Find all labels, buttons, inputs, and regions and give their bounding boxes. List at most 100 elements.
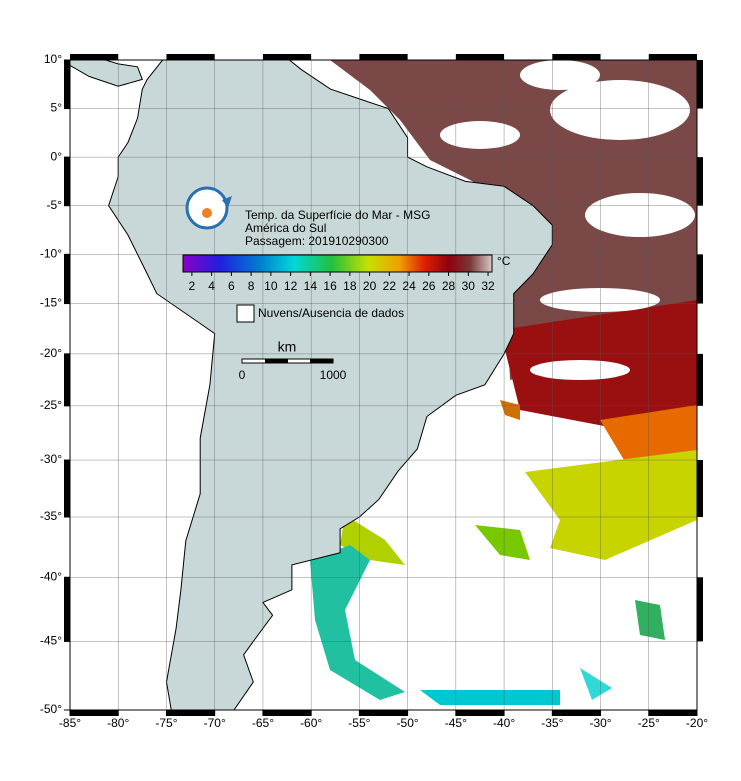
- y-tick-label: -15°: [40, 296, 62, 310]
- frame-bar: [70, 710, 119, 716]
- frame-bar: [648, 54, 697, 60]
- cloud: [530, 360, 630, 380]
- colorbar-tick-label: 16: [323, 279, 337, 293]
- frame-bar: [262, 710, 312, 716]
- colorbar-tick-label: 4: [208, 279, 215, 293]
- frame-bar: [455, 54, 505, 60]
- scale-label: 0: [239, 368, 246, 382]
- frame-bar: [64, 157, 70, 206]
- frame-bar: [64, 60, 70, 109]
- frame-bar: [697, 254, 703, 304]
- frame-bar: [359, 710, 408, 716]
- sst-green-patch: [475, 525, 530, 560]
- frame-bar: [697, 460, 703, 517]
- frame-bar: [359, 54, 408, 60]
- y-tick-label: -25°: [40, 398, 62, 412]
- frame-bar: [64, 254, 70, 304]
- y-tick-label: -10°: [40, 247, 62, 261]
- x-tick-label: -60°: [300, 716, 322, 730]
- colorbar-tick-label: 28: [442, 279, 456, 293]
- y-tick-label: 10°: [44, 52, 62, 66]
- logo-dot: [202, 208, 212, 218]
- frame-bar: [64, 460, 70, 517]
- colorbar-tick-label: 6: [228, 279, 235, 293]
- x-tick-label: -65°: [252, 716, 274, 730]
- sst-cyan-south: [310, 545, 405, 700]
- scale-unit: km: [278, 339, 297, 355]
- x-tick-label: -50°: [397, 716, 419, 730]
- sst-cyan-south: [420, 690, 560, 705]
- colorbar-tick-label: 2: [189, 279, 196, 293]
- frame-bar: [64, 577, 70, 642]
- sst-cyan-patch: [580, 668, 612, 700]
- colorbar-tick-label: 12: [284, 279, 298, 293]
- y-tick-label: -40°: [40, 569, 62, 583]
- sst-yellow: [525, 450, 697, 560]
- frame-bar: [70, 54, 119, 60]
- frame-bar: [552, 710, 601, 716]
- title-line: América do Sul: [245, 221, 326, 235]
- x-tick-label: -35°: [541, 716, 563, 730]
- y-tick-label: 5°: [51, 101, 63, 115]
- cloud: [440, 121, 520, 149]
- frame-bar: [648, 710, 697, 716]
- x-tick-label: -30°: [589, 716, 611, 730]
- colorbar-tick-label: 24: [402, 279, 416, 293]
- frame-bar: [552, 54, 601, 60]
- x-tick-label: -20°: [686, 716, 708, 730]
- x-tick-label: -80°: [107, 716, 129, 730]
- sst-patch: [500, 400, 520, 420]
- colorbar-tick-label: 30: [462, 279, 476, 293]
- cloud: [540, 288, 660, 312]
- cloud: [520, 60, 600, 90]
- colorbar-tick-label: 22: [383, 279, 397, 293]
- frame-bar: [166, 54, 215, 60]
- y-tick-label: -50°: [40, 702, 62, 716]
- y-tick-label: -5°: [47, 198, 63, 212]
- scale-bar-segment: [310, 359, 333, 363]
- colorbar-tick-label: 20: [363, 279, 377, 293]
- frame-bar: [697, 577, 703, 642]
- frame-bar: [697, 157, 703, 206]
- colorbar-tick-label: 18: [343, 279, 357, 293]
- colorbar: [182, 254, 493, 273]
- axis-ticks: -85° -80° -75° -70° -65° -60° -55° -50° -45° -40°…: [40, 52, 708, 730]
- y-tick-label: -30°: [40, 452, 62, 466]
- y-tick-label: -20°: [40, 346, 62, 360]
- frame-bar: [697, 60, 703, 109]
- logo-arrow: [222, 196, 232, 208]
- cloud-gaps: [440, 60, 695, 380]
- frame-bar: [64, 353, 70, 406]
- title-line: Passagem: 201910290300: [245, 234, 389, 248]
- x-tick-label: -70°: [204, 716, 226, 730]
- colorbar-ticks: 2 4 6 8 10 12 14 16 18 20 22 24 26 28 30 32: [189, 272, 495, 293]
- frame-bar: [166, 710, 215, 716]
- sst-field: [70, 60, 697, 710]
- x-tick-label: -25°: [638, 716, 660, 730]
- y-tick-label: 0°: [51, 149, 63, 163]
- x-tick-label: -85°: [59, 716, 81, 730]
- frame-bar: [262, 54, 312, 60]
- logo: [185, 186, 232, 230]
- colorbar-tick-label: 32: [481, 279, 495, 293]
- legend-label: Nuvens/Ausencia de dados: [258, 306, 404, 320]
- legend-swatch: [236, 304, 255, 323]
- x-tick-label: -40°: [493, 716, 515, 730]
- colorbar-unit: °C: [497, 254, 511, 268]
- x-tick-label: -45°: [445, 716, 467, 730]
- x-tick-label: -75°: [155, 716, 177, 730]
- land: [70, 60, 143, 87]
- x-tick-label: -55°: [348, 716, 370, 730]
- frame-bar: [455, 710, 505, 716]
- colorbar-tick-label: 26: [422, 279, 436, 293]
- frame-bar: [697, 353, 703, 406]
- y-tick-label: -35°: [40, 509, 62, 523]
- colorbar-tick-label: 14: [304, 279, 318, 293]
- graticule: [70, 60, 697, 710]
- y-tick-label: -45°: [40, 634, 62, 648]
- colorbar-tick-label: 10: [264, 279, 278, 293]
- cloud: [585, 193, 695, 237]
- scale-label: 1000: [320, 368, 347, 382]
- cloud: [550, 80, 690, 140]
